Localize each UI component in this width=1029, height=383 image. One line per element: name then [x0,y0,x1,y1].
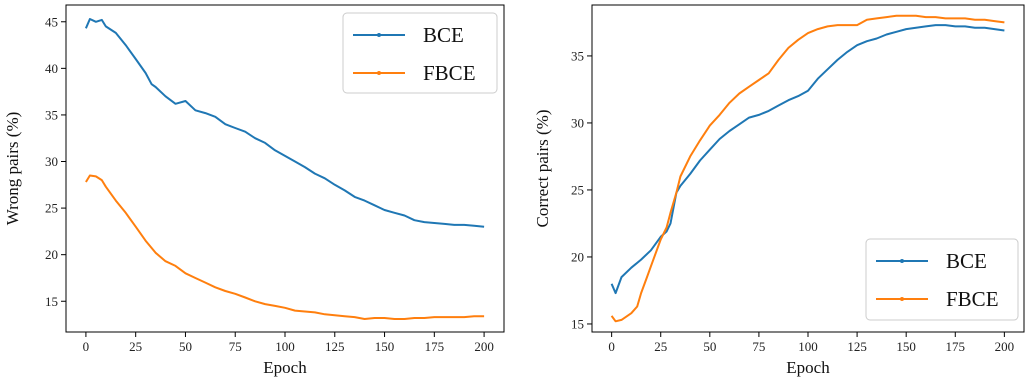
x-tick-label: 75 [752,339,765,354]
x-tick-label: 25 [654,339,667,354]
legend-label-fbce: FBCE [946,287,999,311]
legend-label-bce: BCE [946,249,987,273]
y-tick-label: 15 [45,294,58,309]
y-axis-label: Correct pairs (%) [533,109,552,227]
legend-marker [377,33,381,37]
correct-pairs-chart: 0 25 50 75 100 125 150 175 200 15 20 25 30 35 Epoch Cor… [533,5,1024,377]
x-axis-label: Epoch [263,358,307,377]
y-tick-label: 45 [45,14,58,29]
x-tick-label: 175 [946,339,966,354]
y-tick-label: 40 [45,61,58,76]
x-tick-label: 150 [896,339,916,354]
y-tick-label: 20 [45,247,58,262]
x-tick-label: 0 [83,339,90,354]
x-tick-label: 200 [995,339,1015,354]
x-tick-label: 0 [608,339,615,354]
x-tick-label: 150 [375,339,395,354]
y-tick-label: 25 [45,201,58,216]
y-tick-label: 35 [571,48,584,63]
x-tick-label: 50 [179,339,192,354]
x-tick-label: 125 [325,339,345,354]
y-tick-label: 25 [571,182,584,197]
x-tick-label: 175 [425,339,445,354]
legend-marker [900,297,904,301]
x-tick-label: 50 [703,339,716,354]
y-tick-label: 35 [45,107,58,122]
legend-marker [377,71,381,75]
y-tick-label: 20 [571,249,584,264]
x-tick-label: 100 [798,339,818,354]
legend-label-fbce: FBCE [423,61,476,85]
x-tick-label: 125 [847,339,867,354]
series-line-fbce [86,176,484,320]
x-tick-label: 75 [229,339,242,354]
y-axis-label: Wrong pairs (%) [3,112,22,226]
x-tick-label: 100 [275,339,295,354]
x-axis-label: Epoch [786,358,830,377]
y-tick-label: 30 [45,154,58,169]
x-tick-label: 25 [129,339,142,354]
legend-label-bce: BCE [423,23,464,47]
legend: BCE FBCE [343,13,497,93]
legend: BCE FBCE [866,239,1018,320]
x-tick-label: 200 [474,339,494,354]
y-tick-label: 15 [571,316,584,331]
y-tick-label: 30 [571,115,584,130]
legend-marker [900,259,904,263]
wrong-pairs-chart: 0 25 50 75 100 125 150 175 200 15 20 25 30 35 40 45 Epoc… [3,5,504,377]
